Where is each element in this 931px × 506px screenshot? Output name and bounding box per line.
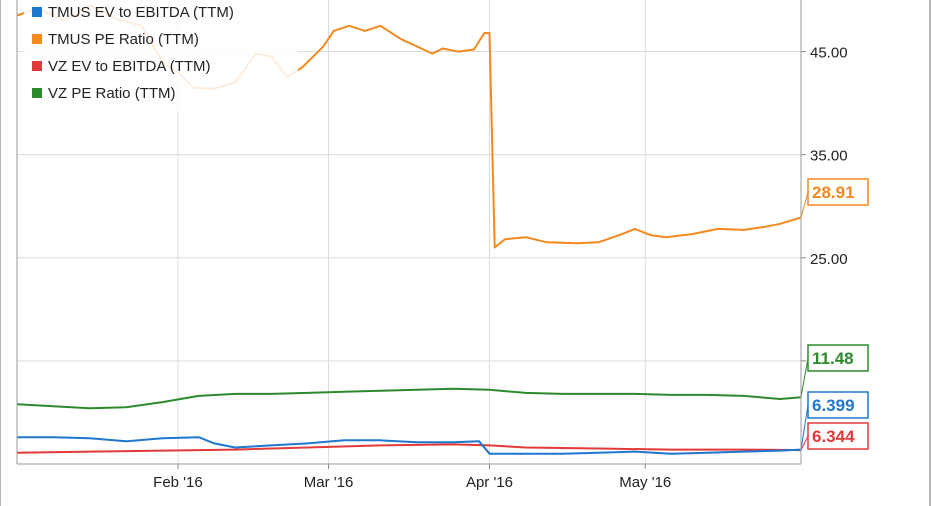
y-tick-label: 35.00 — [810, 148, 848, 165]
end-label-text: 6.344 — [812, 427, 855, 446]
end-value-labels: 6.399 28.91 6.344 11.48 — [800, 178, 869, 451]
end-label-connector — [800, 404, 809, 450]
series-line — [16, 387, 802, 410]
x-tick-label: May '16 — [619, 474, 671, 491]
end-label-text: 6.399 — [812, 396, 855, 415]
legend-label: TMUS EV to EBITDA (TTM) — [48, 3, 234, 21]
end-label-connector — [800, 435, 809, 451]
end-label-box — [807, 178, 869, 206]
end-value-label: 11.48 — [800, 344, 869, 398]
end-label-box — [807, 391, 869, 419]
legend-item[interactable]: VZ EV to EBITDA (TTM) — [32, 56, 211, 76]
end-label-box — [807, 344, 869, 372]
y-tick-label: 25.00 — [810, 251, 848, 268]
legend-item[interactable]: TMUS PE Ratio (TTM) — [32, 29, 199, 49]
legend-swatch — [32, 88, 42, 98]
end-label-text: 28.91 — [812, 183, 855, 202]
series-line — [17, 436, 802, 455]
legend-swatch — [32, 34, 42, 44]
legend-swatch — [32, 61, 42, 71]
x-tick-label: Feb '16 — [153, 474, 203, 491]
x-axis-ticks: Feb '16 Mar '16 Apr '16 May '16 — [153, 464, 671, 491]
end-label-connector — [800, 357, 809, 398]
legend-swatch — [32, 7, 42, 17]
end-value-label: 6.344 — [800, 422, 869, 451]
x-tick-label: Mar '16 — [304, 474, 354, 491]
series-line — [16, 443, 802, 454]
end-label-text: 11.48 — [812, 349, 854, 368]
x-tick-label: Apr '16 — [466, 474, 513, 491]
legend-label: TMUS PE Ratio (TTM) — [48, 30, 199, 48]
chart-legend: TMUS EV to EBITDA (TTM) TMUS PE Ratio (T… — [24, 0, 298, 112]
legend-item[interactable]: TMUS EV to EBITDA (TTM) — [32, 2, 234, 22]
end-value-label: 6.399 — [800, 391, 869, 450]
end-label-box — [807, 422, 869, 450]
legend-label: VZ EV to EBITDA (TTM) — [48, 57, 211, 75]
legend-item[interactable]: VZ PE Ratio (TTM) — [32, 83, 176, 103]
end-label-connector — [800, 191, 809, 218]
legend-label: VZ PE Ratio (TTM) — [48, 84, 176, 102]
end-value-label: 28.91 — [800, 178, 869, 218]
y-tick-label: 45.00 — [810, 45, 848, 62]
